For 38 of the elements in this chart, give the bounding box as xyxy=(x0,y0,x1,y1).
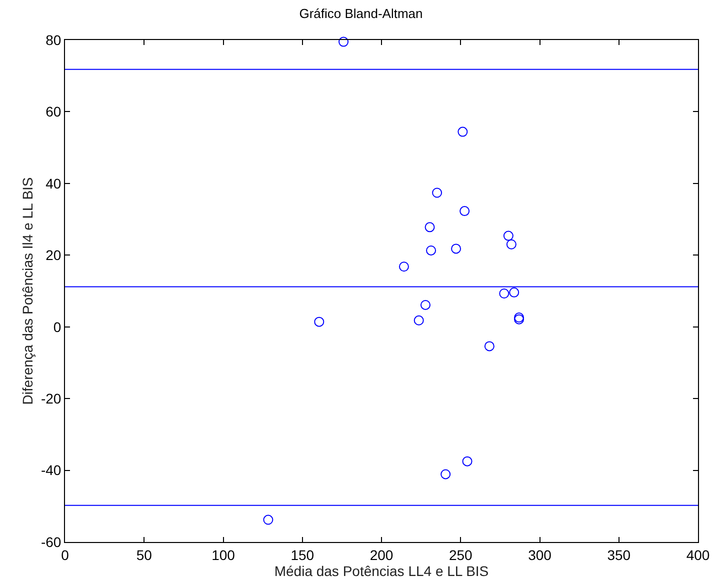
point xyxy=(458,126,468,137)
point xyxy=(432,188,442,198)
point xyxy=(338,36,349,47)
point xyxy=(462,456,472,466)
y-tick-label: 40 xyxy=(46,175,62,192)
point xyxy=(460,206,470,216)
point xyxy=(440,469,451,480)
x-tick-label: 100 xyxy=(212,546,236,563)
y-tick-label: 0 xyxy=(53,318,62,335)
y-axis-title: Diferença das Potências Il4 e LL BIS xyxy=(20,177,36,405)
x-tick-label: 400 xyxy=(686,546,710,563)
point xyxy=(506,239,516,250)
x-tick-label: 300 xyxy=(528,546,552,563)
point xyxy=(424,222,435,232)
point xyxy=(414,315,424,326)
point xyxy=(426,245,436,256)
y-tick-label: 80 xyxy=(46,32,62,48)
point xyxy=(484,341,494,352)
y-tick-label: 20 xyxy=(46,247,62,264)
x-tick-label: 200 xyxy=(370,546,394,563)
y-tick-label: -40 xyxy=(40,462,62,478)
point xyxy=(420,300,430,310)
x-tick-label: 250 xyxy=(448,546,473,563)
point xyxy=(398,262,409,272)
x-tick-label: 150 xyxy=(290,546,314,563)
point xyxy=(503,230,514,241)
point xyxy=(451,244,462,254)
point xyxy=(499,288,510,299)
chart-title: Gráfico Bland-Altman xyxy=(299,6,423,21)
x-axis-title: Média das Potências LL4 e LL BIS xyxy=(274,562,489,579)
x-tick-label: 350 xyxy=(607,546,631,563)
y-tick-label: -60 xyxy=(40,534,62,550)
y-tick-label: -20 xyxy=(40,390,62,406)
y-tick-label: 60 xyxy=(46,104,62,120)
x-tick-label: 50 xyxy=(136,546,152,563)
point xyxy=(509,287,520,298)
point xyxy=(263,514,274,525)
point xyxy=(314,316,324,327)
